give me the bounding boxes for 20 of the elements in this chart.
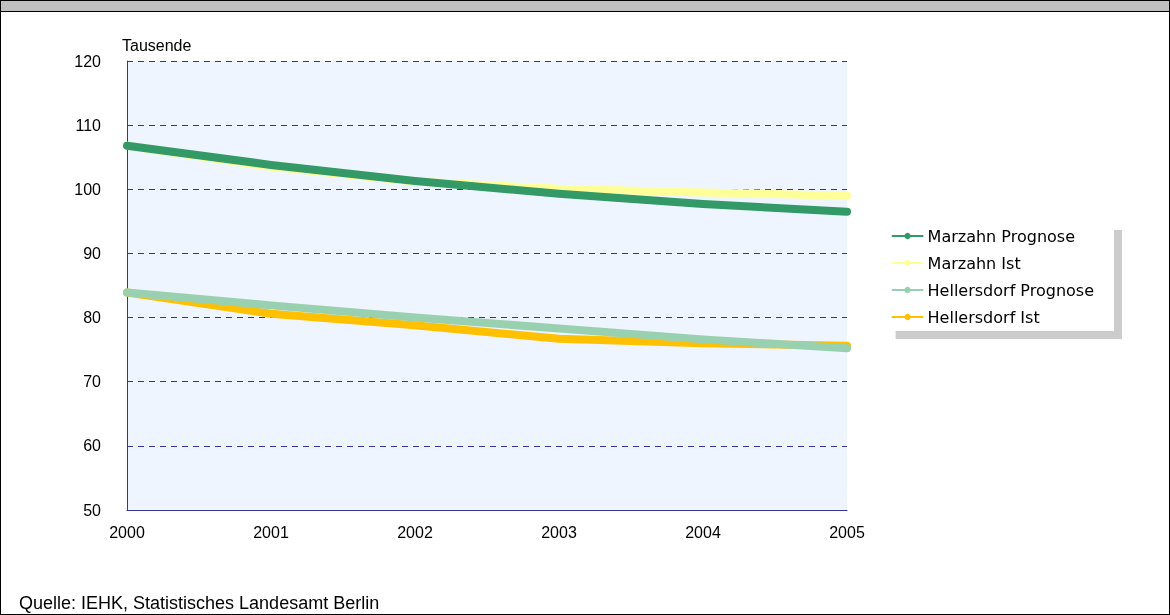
legend-label: Marzahn Ist: [927, 253, 1021, 273]
y-tick-label: 100: [74, 180, 102, 198]
source-note: Quelle: IEHK, Statistisches Landesamt Berlin: [19, 593, 380, 614]
x-tick-label: 2001: [253, 523, 289, 541]
x-tick-label: 2003: [541, 523, 577, 541]
y-tick-label: 90: [83, 244, 102, 262]
y-tick-label: 110: [75, 116, 102, 134]
legend-label: Hellersdorf Prognose: [927, 280, 1095, 300]
x-tick-label: 2000: [109, 523, 145, 541]
x-tick-label: 2005: [829, 523, 865, 541]
legend-label: Hellersdorf Ist: [927, 307, 1040, 327]
legend-label: Marzahn Prognose: [927, 226, 1075, 246]
y-axis-title: Tausende: [122, 36, 192, 54]
y-tick-label: 50: [83, 501, 102, 519]
y-tick-label: 120: [74, 52, 102, 70]
x-tick-label: 2002: [397, 523, 433, 541]
y-tick-label: 70: [83, 373, 102, 391]
y-tick-label: 60: [83, 437, 102, 455]
x-tick-label: 2004: [685, 523, 721, 541]
y-tick-label: 80: [83, 309, 102, 327]
